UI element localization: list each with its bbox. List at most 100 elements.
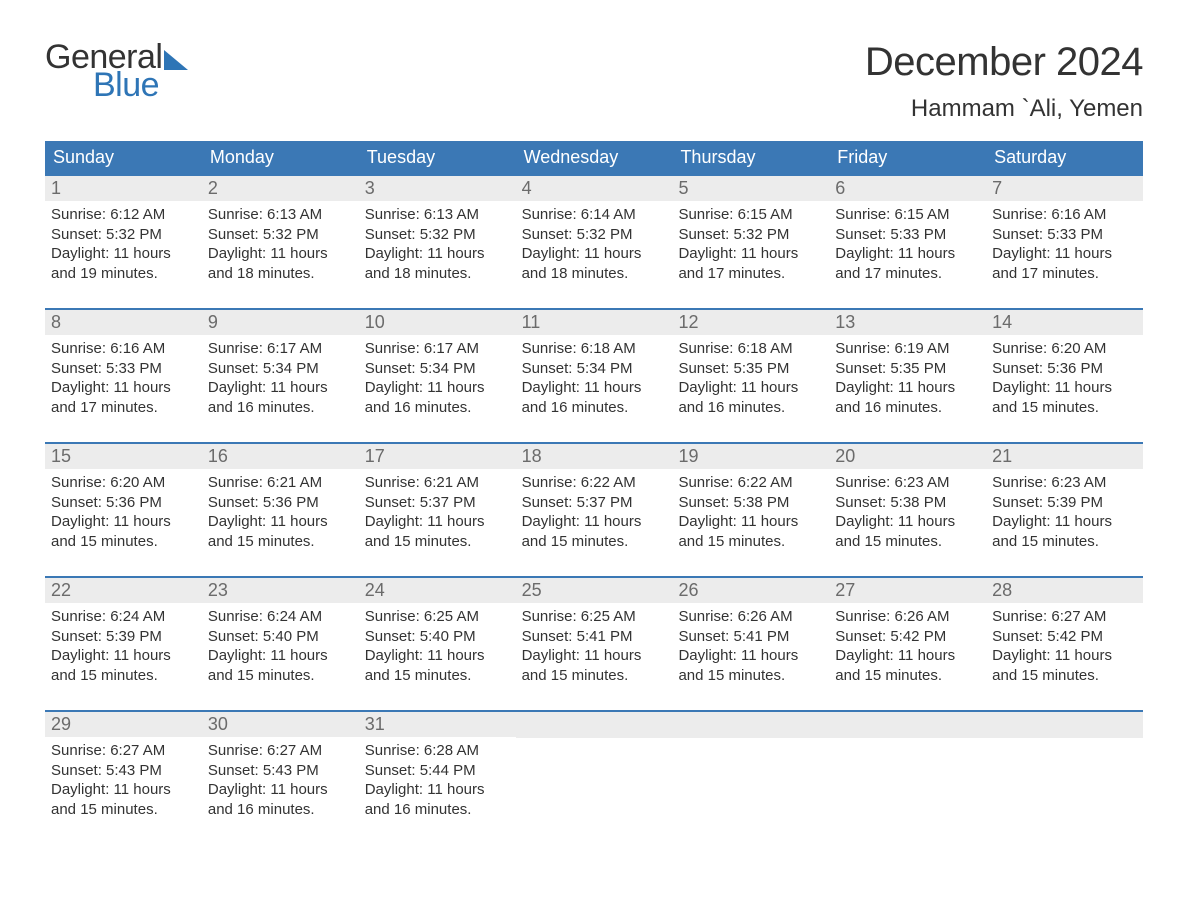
sunset-line: Sunset: 5:43 PM — [208, 761, 353, 781]
daylight-line: Daylight: 11 hours and 17 minutes. — [835, 244, 980, 283]
day-content: Sunrise: 6:15 AMSunset: 5:32 PMDaylight:… — [672, 201, 829, 289]
daylight-line: Daylight: 11 hours and 16 minutes. — [835, 378, 980, 417]
weekday-monday: Monday — [202, 141, 359, 174]
logo: General Blue — [45, 40, 188, 102]
day-content: Sunrise: 6:25 AMSunset: 5:40 PMDaylight:… — [359, 603, 516, 691]
sunset-line: Sunset: 5:36 PM — [208, 493, 353, 513]
weekday-sunday: Sunday — [45, 141, 202, 174]
daylight-line: Daylight: 11 hours and 16 minutes. — [208, 378, 353, 417]
day-number: 21 — [986, 444, 1143, 469]
day-cell: 18Sunrise: 6:22 AMSunset: 5:37 PMDayligh… — [516, 444, 673, 564]
sunset-line: Sunset: 5:44 PM — [365, 761, 510, 781]
day-cell: 12Sunrise: 6:18 AMSunset: 5:35 PMDayligh… — [672, 310, 829, 430]
day-content: Sunrise: 6:28 AMSunset: 5:44 PMDaylight:… — [359, 737, 516, 825]
day-cell: 31Sunrise: 6:28 AMSunset: 5:44 PMDayligh… — [359, 712, 516, 832]
week-row: 15Sunrise: 6:20 AMSunset: 5:36 PMDayligh… — [45, 442, 1143, 564]
sunset-line: Sunset: 5:42 PM — [992, 627, 1137, 647]
day-cell: 2Sunrise: 6:13 AMSunset: 5:32 PMDaylight… — [202, 176, 359, 296]
day-number: 5 — [672, 176, 829, 201]
sunrise-line: Sunrise: 6:24 AM — [51, 607, 196, 627]
sunset-line: Sunset: 5:39 PM — [51, 627, 196, 647]
daylight-line: Daylight: 11 hours and 15 minutes. — [992, 646, 1137, 685]
day-number: 10 — [359, 310, 516, 335]
sunrise-line: Sunrise: 6:13 AM — [365, 205, 510, 225]
day-content: Sunrise: 6:13 AMSunset: 5:32 PMDaylight:… — [359, 201, 516, 289]
day-cell: 20Sunrise: 6:23 AMSunset: 5:38 PMDayligh… — [829, 444, 986, 564]
day-cell: 19Sunrise: 6:22 AMSunset: 5:38 PMDayligh… — [672, 444, 829, 564]
sunset-line: Sunset: 5:34 PM — [208, 359, 353, 379]
sunrise-line: Sunrise: 6:23 AM — [992, 473, 1137, 493]
daylight-line: Daylight: 11 hours and 16 minutes. — [365, 378, 510, 417]
sunrise-line: Sunrise: 6:25 AM — [365, 607, 510, 627]
daylight-line: Daylight: 11 hours and 15 minutes. — [522, 512, 667, 551]
sunset-line: Sunset: 5:35 PM — [678, 359, 823, 379]
sunrise-line: Sunrise: 6:14 AM — [522, 205, 667, 225]
day-number: 4 — [516, 176, 673, 201]
day-content: Sunrise: 6:27 AMSunset: 5:43 PMDaylight:… — [45, 737, 202, 825]
day-cell — [672, 712, 829, 832]
day-content: Sunrise: 6:21 AMSunset: 5:36 PMDaylight:… — [202, 469, 359, 557]
day-content: Sunrise: 6:27 AMSunset: 5:42 PMDaylight:… — [986, 603, 1143, 691]
day-cell: 1Sunrise: 6:12 AMSunset: 5:32 PMDaylight… — [45, 176, 202, 296]
day-number: 11 — [516, 310, 673, 335]
daylight-line: Daylight: 11 hours and 15 minutes. — [835, 512, 980, 551]
day-number: 7 — [986, 176, 1143, 201]
day-number: 18 — [516, 444, 673, 469]
sunset-line: Sunset: 5:43 PM — [51, 761, 196, 781]
day-content: Sunrise: 6:17 AMSunset: 5:34 PMDaylight:… — [359, 335, 516, 423]
day-cell: 25Sunrise: 6:25 AMSunset: 5:41 PMDayligh… — [516, 578, 673, 698]
sunset-line: Sunset: 5:35 PM — [835, 359, 980, 379]
sunrise-line: Sunrise: 6:18 AM — [678, 339, 823, 359]
sunrise-line: Sunrise: 6:22 AM — [522, 473, 667, 493]
logo-sail-icon — [164, 50, 188, 70]
sunrise-line: Sunrise: 6:20 AM — [992, 339, 1137, 359]
week-row: 29Sunrise: 6:27 AMSunset: 5:43 PMDayligh… — [45, 710, 1143, 832]
day-number: 31 — [359, 712, 516, 737]
sunrise-line: Sunrise: 6:16 AM — [51, 339, 196, 359]
day-cell: 17Sunrise: 6:21 AMSunset: 5:37 PMDayligh… — [359, 444, 516, 564]
sunset-line: Sunset: 5:41 PM — [522, 627, 667, 647]
day-cell: 13Sunrise: 6:19 AMSunset: 5:35 PMDayligh… — [829, 310, 986, 430]
day-content: Sunrise: 6:17 AMSunset: 5:34 PMDaylight:… — [202, 335, 359, 423]
logo-text-blue: Blue — [93, 68, 188, 102]
sunrise-line: Sunrise: 6:28 AM — [365, 741, 510, 761]
day-number: 8 — [45, 310, 202, 335]
day-number: 17 — [359, 444, 516, 469]
sunset-line: Sunset: 5:34 PM — [522, 359, 667, 379]
daylight-line: Daylight: 11 hours and 15 minutes. — [992, 378, 1137, 417]
sunrise-line: Sunrise: 6:18 AM — [522, 339, 667, 359]
sunrise-line: Sunrise: 6:16 AM — [992, 205, 1137, 225]
day-cell: 6Sunrise: 6:15 AMSunset: 5:33 PMDaylight… — [829, 176, 986, 296]
daylight-line: Daylight: 11 hours and 16 minutes. — [208, 780, 353, 819]
day-content: Sunrise: 6:25 AMSunset: 5:41 PMDaylight:… — [516, 603, 673, 691]
day-number: 28 — [986, 578, 1143, 603]
day-number: 26 — [672, 578, 829, 603]
day-content: Sunrise: 6:23 AMSunset: 5:38 PMDaylight:… — [829, 469, 986, 557]
day-content: Sunrise: 6:18 AMSunset: 5:34 PMDaylight:… — [516, 335, 673, 423]
day-number: 22 — [45, 578, 202, 603]
daylight-line: Daylight: 11 hours and 15 minutes. — [365, 512, 510, 551]
sunrise-line: Sunrise: 6:15 AM — [835, 205, 980, 225]
sunrise-line: Sunrise: 6:17 AM — [365, 339, 510, 359]
sunset-line: Sunset: 5:39 PM — [992, 493, 1137, 513]
sunrise-line: Sunrise: 6:25 AM — [522, 607, 667, 627]
sunset-line: Sunset: 5:32 PM — [365, 225, 510, 245]
sunset-line: Sunset: 5:32 PM — [208, 225, 353, 245]
sunrise-line: Sunrise: 6:27 AM — [208, 741, 353, 761]
day-content: Sunrise: 6:12 AMSunset: 5:32 PMDaylight:… — [45, 201, 202, 289]
day-number: 1 — [45, 176, 202, 201]
daylight-line: Daylight: 11 hours and 15 minutes. — [208, 646, 353, 685]
day-content: Sunrise: 6:16 AMSunset: 5:33 PMDaylight:… — [986, 201, 1143, 289]
daylight-line: Daylight: 11 hours and 18 minutes. — [522, 244, 667, 283]
daylight-line: Daylight: 11 hours and 15 minutes. — [51, 780, 196, 819]
day-content: Sunrise: 6:22 AMSunset: 5:37 PMDaylight:… — [516, 469, 673, 557]
daylight-line: Daylight: 11 hours and 15 minutes. — [992, 512, 1137, 551]
day-content: Sunrise: 6:20 AMSunset: 5:36 PMDaylight:… — [45, 469, 202, 557]
daylight-line: Daylight: 11 hours and 15 minutes. — [51, 512, 196, 551]
header: General Blue December 2024 Hammam `Ali, … — [45, 40, 1143, 123]
day-number: 24 — [359, 578, 516, 603]
sunset-line: Sunset: 5:33 PM — [835, 225, 980, 245]
day-cell: 24Sunrise: 6:25 AMSunset: 5:40 PMDayligh… — [359, 578, 516, 698]
day-cell: 11Sunrise: 6:18 AMSunset: 5:34 PMDayligh… — [516, 310, 673, 430]
daylight-line: Daylight: 11 hours and 15 minutes. — [678, 646, 823, 685]
